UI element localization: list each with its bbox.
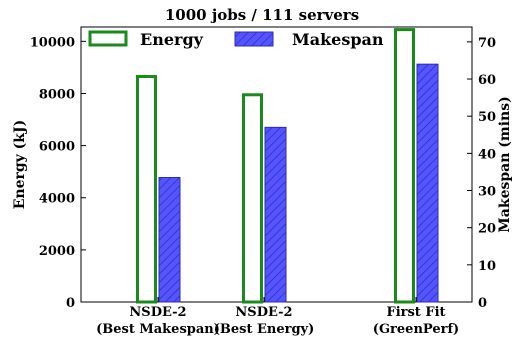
right-axis-tick-label: 60 [478,73,496,88]
right-axis-tick-label: 10 [478,259,496,274]
legend-makespan-swatch [234,31,274,47]
right-axis-tick-label: 40 [478,147,496,162]
x-axis-tick-label: NSDE-2 [235,305,292,320]
makespan-bar [158,177,181,303]
energy-bar [394,28,415,304]
makespan-bar [416,63,439,303]
x-axis-tick-label-sub: (Best Energy) [214,322,315,337]
right-axis-tick-label: 0 [478,296,487,311]
left-axis-tick-label: 2000 [39,244,75,259]
left-axis-tick-label: 0 [66,296,75,311]
left-axis-tick-label: 4000 [39,192,75,207]
left-axis-tick-label: 10000 [30,35,75,50]
right-axis-title: Makespan (mins) [497,96,513,232]
makespan-bar [264,126,287,303]
x-axis-tick-label-sub: (GreenPerf) [373,322,459,337]
energy-bar [136,75,157,304]
legend-energy-label: Energy [140,30,204,49]
right-axis-tick-label: 70 [478,36,496,51]
left-axis-title: Energy (kJ) [12,120,28,210]
left-axis-tick-label: 6000 [39,140,75,155]
energy-bar [242,93,263,304]
right-axis-tick-label: 20 [478,222,496,237]
right-axis-tick-label: 30 [478,185,496,200]
legend-energy-swatch [88,30,128,47]
left-axis-tick-label: 8000 [39,87,75,102]
x-axis-tick-label: First Fit [386,305,445,320]
x-axis-tick-label: NSDE-2 [129,305,186,320]
chart-title: 1000 jobs / 111 servers [165,6,359,24]
right-axis-tick-label: 50 [478,110,496,125]
x-axis-tick-label-sub: (Best Makespan) [96,322,220,337]
legend-makespan-label: Makespan [292,30,384,49]
